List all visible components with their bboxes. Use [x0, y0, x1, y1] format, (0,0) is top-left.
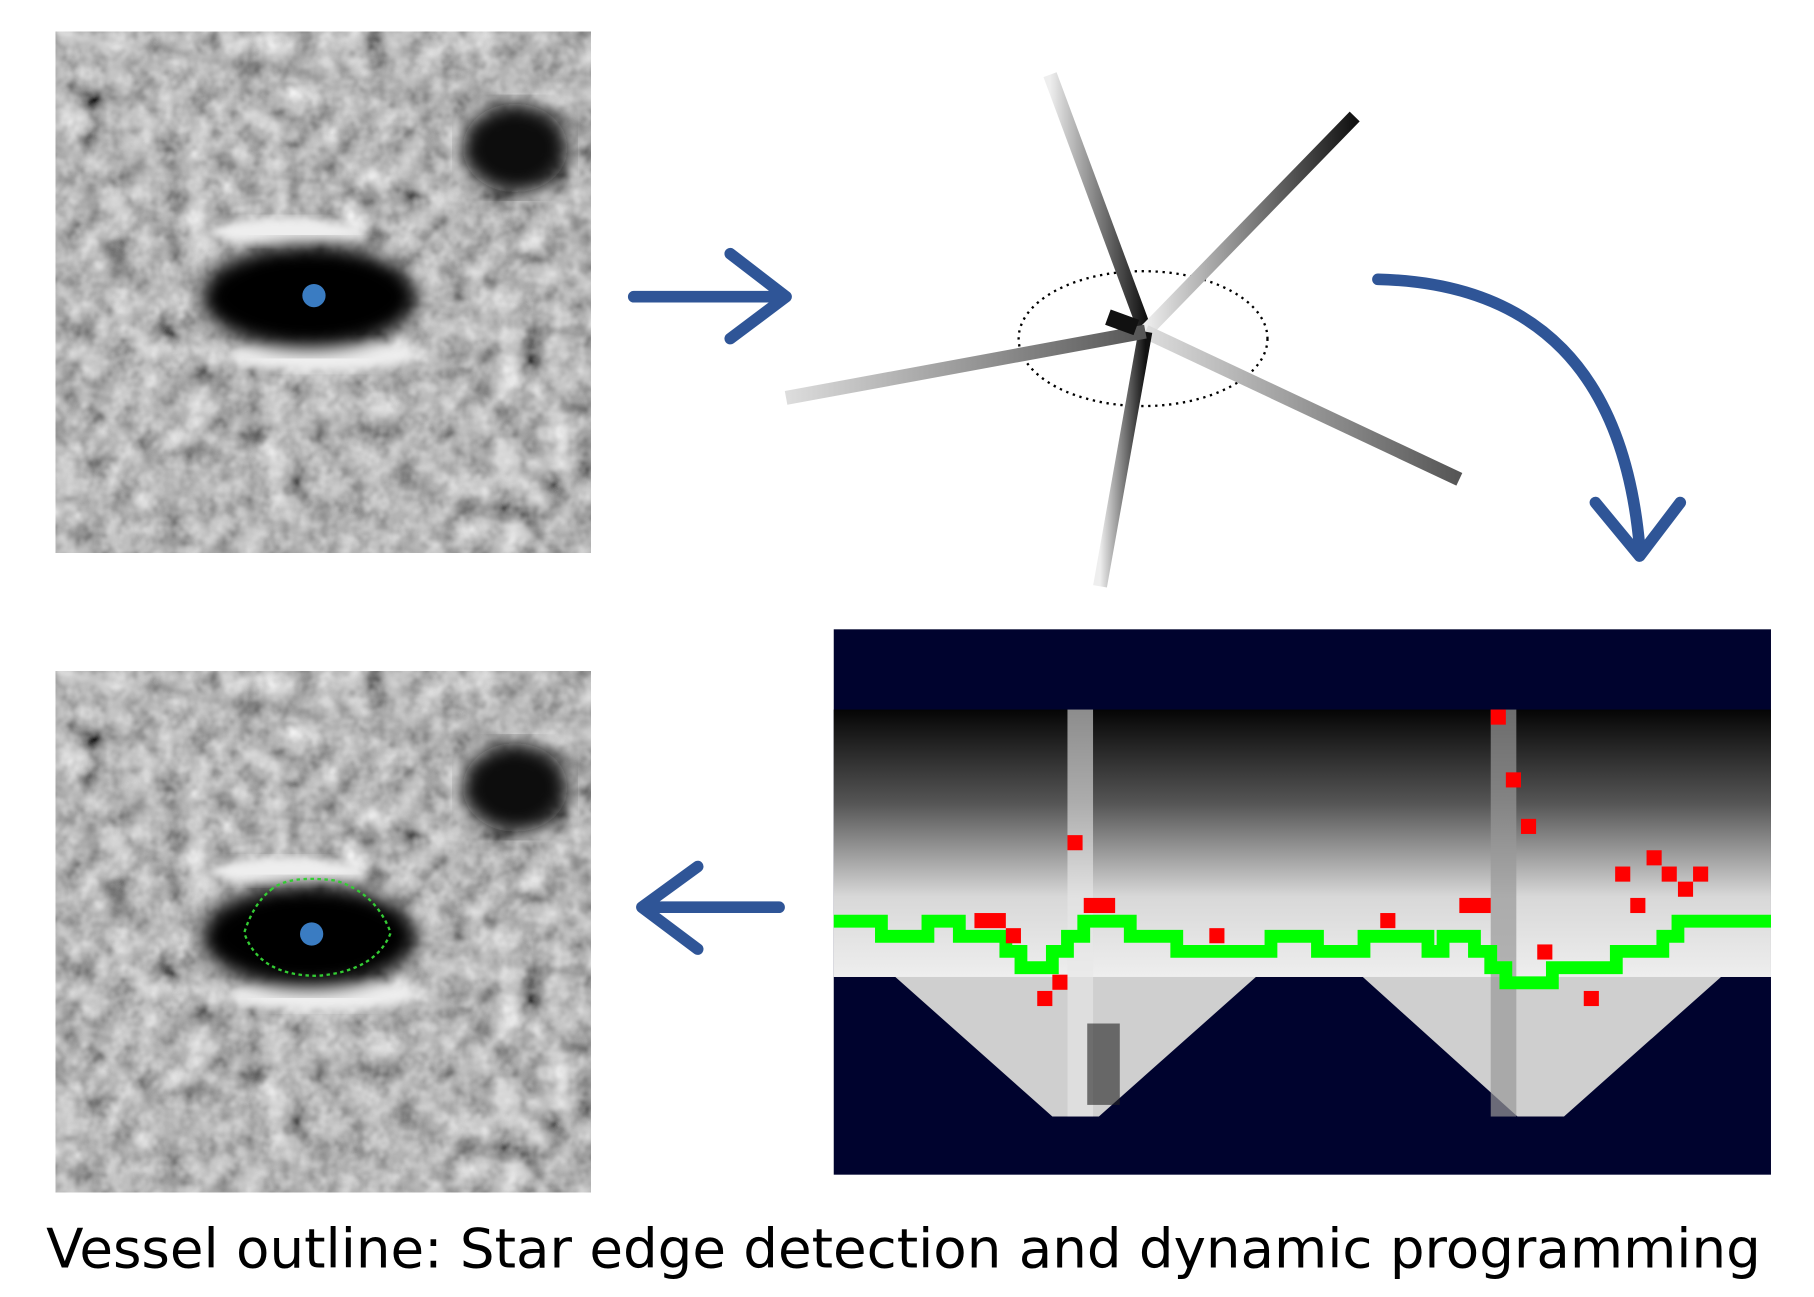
- ultrasound-output: [56, 671, 591, 1192]
- ultrasound-input: [56, 32, 591, 553]
- figure: Vessel outline: Star edge detection and …: [0, 0, 1814, 1297]
- star-rays: [786, 75, 1459, 587]
- page: Vessel outline: Star edge detection and …: [0, 0, 1814, 1297]
- dp-heatmap: [834, 629, 1771, 1174]
- caption: Vessel outline: Star edge detection and …: [46, 1217, 1761, 1281]
